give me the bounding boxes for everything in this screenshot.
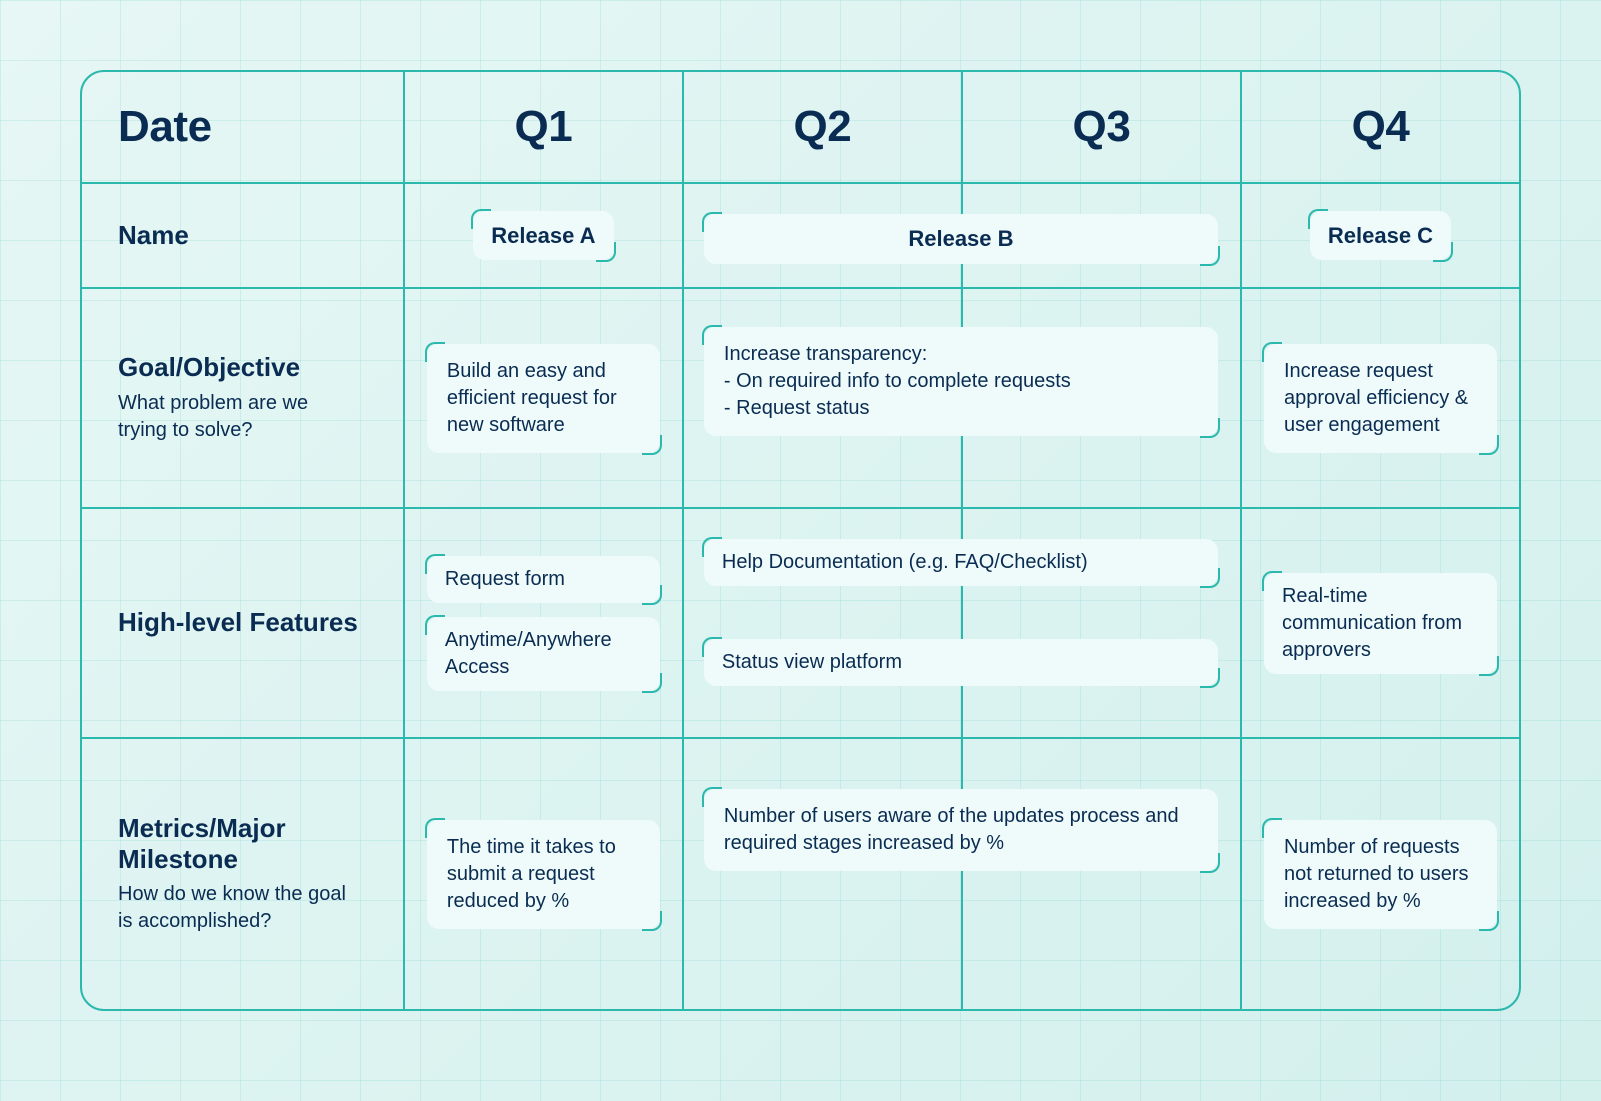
cell-q2-metric: Number of users aware of the updates pro…	[682, 737, 961, 1009]
cell-q4-name: Release C	[1240, 182, 1519, 287]
release-c-feature-0: Real-time communication from approvers	[1264, 573, 1497, 674]
release-c-name: Release C	[1310, 211, 1451, 261]
release-c-metric: Number of requests not returned to users…	[1264, 820, 1497, 929]
header-q1: Q1	[403, 72, 682, 182]
cell-q1-name: Release A	[403, 182, 682, 287]
release-a-goal: Build an easy and efficient request for …	[427, 344, 660, 453]
column-q4: Q4 Release C Increase request approval e…	[1240, 72, 1519, 1009]
column-labels: Date Name Goal/Objective What problem ar…	[82, 72, 403, 1009]
release-a-feature-0: Request form	[427, 556, 660, 603]
rowlabel-metrics-sub: How do we know the goal is accomplished?	[118, 881, 349, 935]
rowlabel-metrics: Metrics/Major Milestone How do we know t…	[82, 737, 403, 1009]
cell-q4-features: Real-time communication from approvers	[1240, 507, 1519, 737]
rowlabel-goal: Goal/Objective What problem are we tryin…	[82, 287, 403, 507]
release-a-name: Release A	[473, 211, 613, 261]
column-q2: Q2 Release B Increase transparency: - On…	[682, 72, 961, 1009]
cell-q2-name: Release B	[682, 182, 961, 287]
rowlabel-name-title: Name	[118, 220, 189, 251]
cell-q1-metric: The time it takes to submit a request re…	[403, 737, 682, 1009]
release-a-feature-1: Anytime/Anywhere Access	[427, 617, 660, 691]
rowlabel-name: Name	[82, 182, 403, 287]
cell-q4-metric: Number of requests not returned to users…	[1240, 737, 1519, 1009]
release-c-goal: Increase request approval efficiency & u…	[1264, 344, 1497, 453]
release-b-goal: Increase transparency: - On required inf…	[704, 327, 1218, 436]
cell-q1-features: Request form Anytime/Anywhere Access	[403, 507, 682, 737]
header-date: Date	[82, 72, 403, 182]
roadmap-table: Date Name Goal/Objective What problem ar…	[80, 70, 1521, 1011]
header-q4: Q4	[1240, 72, 1519, 182]
rowlabel-features: High-level Features	[82, 507, 403, 737]
cell-q4-goal: Increase request approval efficiency & u…	[1240, 287, 1519, 507]
cell-q2-features: Help Documentation (e.g. FAQ/Checklist) …	[682, 507, 961, 737]
cell-q3-metric	[961, 737, 1240, 1009]
column-q1: Q1 Release A Build an easy and efficient…	[403, 72, 682, 1009]
cell-q1-goal: Build an easy and efficient request for …	[403, 287, 682, 507]
release-b-name: Release B	[704, 214, 1218, 264]
release-a-metric: The time it takes to submit a request re…	[427, 820, 660, 929]
rowlabel-goal-title: Goal/Objective	[118, 352, 381, 383]
rowlabel-features-title: High-level Features	[118, 607, 358, 638]
release-b-metric: Number of users aware of the updates pro…	[704, 789, 1218, 871]
roadmap-canvas: Date Name Goal/Objective What problem ar…	[0, 0, 1601, 1101]
rowlabel-metrics-title: Metrics/Major Milestone	[118, 813, 381, 875]
release-b-feature-0: Help Documentation (e.g. FAQ/Checklist)	[704, 539, 1218, 586]
rowlabel-goal-sub: What problem are we trying to solve?	[118, 390, 349, 444]
header-q2: Q2	[682, 72, 961, 182]
header-q3: Q3	[961, 72, 1240, 182]
cell-q2-goal: Increase transparency: - On required inf…	[682, 287, 961, 507]
release-b-feature-1: Status view platform	[704, 639, 1218, 686]
